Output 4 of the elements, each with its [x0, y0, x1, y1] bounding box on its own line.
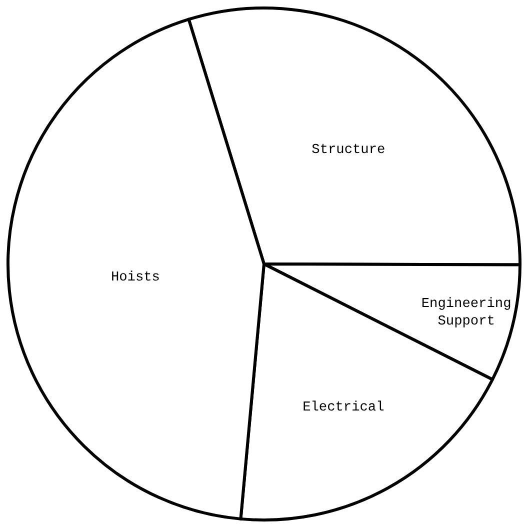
slice-label: Electrical — [302, 400, 384, 416]
slice-label: Structure — [312, 143, 386, 158]
slice-label: Engineering Support — [421, 296, 512, 330]
slice-label: Hoists — [110, 270, 160, 286]
